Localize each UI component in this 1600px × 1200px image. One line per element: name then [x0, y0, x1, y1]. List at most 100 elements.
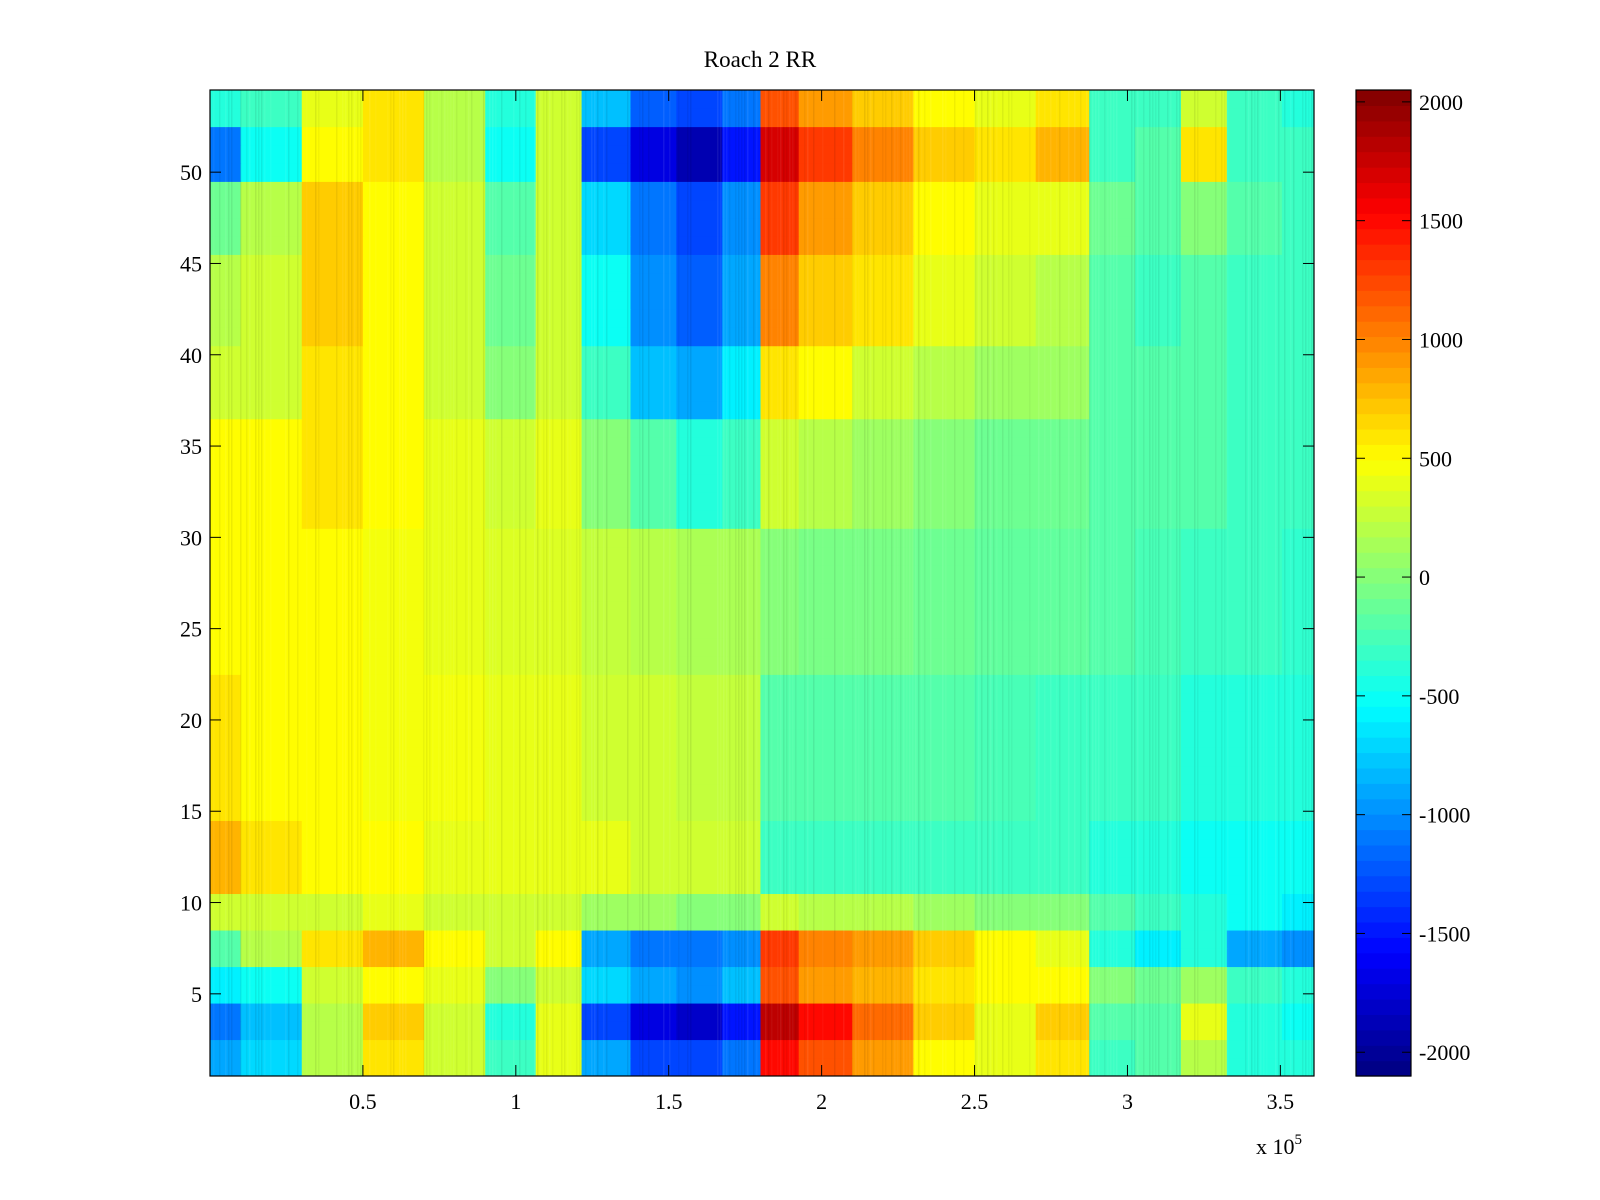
heatmap-cell: [974, 710, 1037, 730]
heatmap-cell: [1226, 272, 1283, 292]
heatmap-cell: [760, 747, 800, 767]
heatmap-cell: [974, 473, 1037, 493]
heatmap-cell: [362, 948, 425, 968]
texture-stripe: [1059, 90, 1061, 1076]
heatmap-cell: [1226, 181, 1283, 201]
heatmap-cell: [362, 783, 425, 803]
heatmap-cell: [676, 911, 723, 931]
texture-stripe: [1170, 90, 1172, 1076]
heatmap-cell: [240, 637, 303, 657]
colorbar-step: [1356, 1014, 1411, 1031]
heatmap-cell: [1226, 637, 1283, 657]
heatmap-cell: [240, 674, 303, 694]
heatmap-cell: [852, 875, 914, 895]
heatmap-cell: [485, 382, 537, 402]
colorbar-step: [1356, 906, 1411, 923]
heatmap-cell: [581, 363, 632, 383]
texture-stripe: [783, 90, 785, 1076]
heatmap-cell: [210, 217, 242, 237]
heatmap-cell: [913, 637, 976, 657]
heatmap-cell: [301, 455, 364, 475]
heatmap-cell: [1281, 345, 1314, 365]
heatmap-cell: [798, 692, 853, 712]
heatmap-cell: [424, 583, 486, 602]
heatmap-cell: [676, 345, 723, 365]
heatmap-cell: [798, 418, 853, 438]
heatmap-cell: [240, 290, 303, 310]
heatmap-cell: [913, 875, 976, 895]
texture-stripe: [546, 90, 548, 1076]
heatmap-cell: [1180, 400, 1228, 420]
heatmap-cell: [485, 692, 537, 712]
heatmap-cell: [240, 564, 303, 584]
heatmap-cell: [1180, 509, 1228, 529]
heatmap-cell: [974, 436, 1037, 456]
heatmap-cell: [676, 564, 723, 584]
heatmap-cell: [210, 838, 242, 858]
heatmap-cell: [1089, 838, 1136, 858]
heatmap-cell: [301, 820, 364, 840]
heatmap-cell: [913, 856, 976, 876]
colorbar-tick-label: -2000: [1419, 1040, 1470, 1065]
heatmap-cell: [485, 473, 537, 493]
texture-stripe: [1305, 90, 1307, 1076]
heatmap-cell: [852, 929, 914, 949]
heatmap-cell: [1035, 601, 1090, 621]
heatmap-cell: [210, 601, 242, 621]
heatmap-cell: [485, 418, 537, 438]
heatmap-cell: [974, 309, 1037, 328]
heatmap-cell: [535, 692, 583, 712]
heatmap-cell: [210, 309, 242, 328]
heatmap-cell: [1281, 911, 1314, 931]
heatmap-cell: [535, 528, 583, 548]
heatmap-cell: [722, 144, 762, 164]
heatmap-cell: [485, 491, 537, 511]
heatmap-cell: [301, 217, 364, 237]
heatmap-cell: [974, 272, 1037, 292]
texture-stripe: [678, 90, 680, 1076]
heatmap-cell: [760, 309, 800, 328]
heatmap-cell: [1226, 473, 1283, 493]
heatmap-cell: [581, 327, 632, 347]
heatmap-cell: [1226, 418, 1283, 438]
heatmap-cell: [913, 911, 976, 931]
heatmap-cell: [1226, 729, 1283, 748]
heatmap-cell: [974, 783, 1037, 803]
heatmap-cell: [676, 619, 723, 639]
heatmap-cell: [798, 217, 853, 237]
heatmap-cell: [1180, 473, 1228, 493]
texture-stripe: [444, 90, 446, 1076]
heatmap-cell: [362, 637, 425, 657]
texture-stripe: [789, 90, 791, 1076]
heatmap-cell: [676, 455, 723, 475]
heatmap-cell: [535, 144, 583, 164]
heatmap-cell: [1089, 637, 1136, 657]
heatmap-cell: [974, 181, 1037, 201]
heatmap-cell: [798, 838, 853, 858]
heatmap-cell: [974, 692, 1037, 712]
heatmap-cell: [722, 747, 762, 767]
heatmap-cell: [485, 838, 537, 858]
heatmap-cell: [1089, 217, 1136, 237]
heatmap-cell: [1281, 455, 1314, 475]
heatmap-cell: [485, 217, 537, 237]
heatmap-cell: [1180, 327, 1228, 347]
texture-stripe: [687, 90, 689, 1076]
heatmap-cell: [1035, 966, 1090, 986]
heatmap-cell: [1226, 491, 1283, 511]
heatmap-cell: [485, 90, 537, 109]
heatmap-cell: [913, 893, 976, 913]
heatmap-cell: [1089, 948, 1136, 968]
heatmap-cell: [1089, 966, 1136, 986]
heatmap-cell: [722, 856, 762, 876]
heatmap-cell: [424, 783, 486, 803]
heatmap-cell: [1035, 400, 1090, 420]
heatmap-cell: [722, 783, 762, 803]
heatmap-cell: [535, 254, 583, 274]
heatmap-cell: [1180, 144, 1228, 164]
heatmap-cell: [362, 1002, 425, 1022]
heatmap-cell: [974, 838, 1037, 858]
heatmap-cell: [362, 583, 425, 602]
heatmap-cell: [974, 966, 1037, 986]
texture-stripe: [489, 90, 491, 1076]
